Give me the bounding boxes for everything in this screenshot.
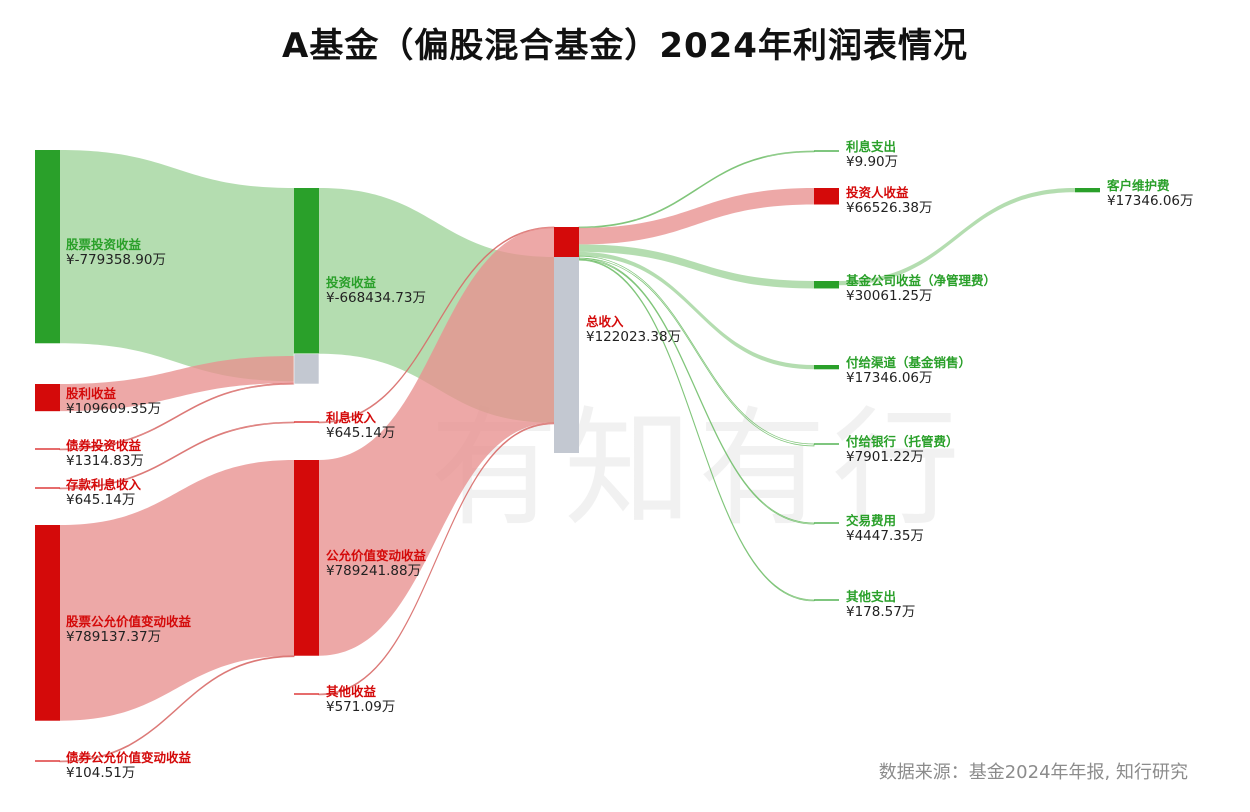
node-label-tzrsy: 投资人收益 bbox=[846, 185, 909, 200]
flow-zsr-to-jyfy bbox=[578, 257, 815, 525]
node-label-qtzc: 其他支出 bbox=[846, 589, 896, 604]
flow-zsr-to-yhfy bbox=[578, 255, 815, 447]
node-label-yhfy: 付给银行（托管费） bbox=[846, 434, 959, 449]
flow-zsr-to-lxzc bbox=[578, 150, 815, 229]
node-value-lxzc: ¥9.90万 bbox=[846, 154, 898, 170]
flow-jjgs-to-khwh bbox=[839, 188, 1075, 286]
node-value-gpt: ¥-779358.90万 bbox=[66, 252, 166, 268]
node-value-tzsy: ¥-668434.73万 bbox=[326, 290, 426, 306]
node-bar-khwh bbox=[1075, 188, 1100, 193]
node-value-jjgs: ¥30061.25万 bbox=[846, 288, 933, 304]
node-label-qtsy: 其他收益 bbox=[326, 684, 377, 699]
node-bar-jyfy bbox=[814, 522, 839, 524]
node-bar-jjgs bbox=[814, 281, 839, 289]
node-bar-yhfy bbox=[814, 443, 839, 445]
node-bar-zsr bbox=[554, 227, 579, 257]
node-label-gyjz: 公允价值变动收益 bbox=[326, 548, 427, 563]
node-bar-zqtz bbox=[35, 448, 60, 450]
node-label-zqgy: 债券公允价值变动收益 bbox=[66, 750, 192, 765]
node-value-gpgy: ¥789137.37万 bbox=[66, 629, 161, 645]
node-value-tzrsy: ¥66526.38万 bbox=[846, 200, 933, 216]
node-bar-gyjz bbox=[294, 460, 319, 656]
source-note: 数据来源：基金2024年年报, 知行研究 bbox=[878, 762, 1188, 783]
links-layer bbox=[59, 150, 1075, 763]
node-value-yhfy: ¥7901.22万 bbox=[846, 449, 924, 465]
node-bar-qtsy bbox=[294, 693, 319, 695]
node-label-jjgs: 基金公司收益（净管理费） bbox=[845, 273, 996, 288]
flow-gpgy-to-gyjz bbox=[60, 460, 294, 721]
node-value-zqgy: ¥104.51万 bbox=[66, 765, 135, 781]
node-label-ckll: 存款利息收入 bbox=[65, 477, 142, 492]
node-bar-ckll bbox=[35, 487, 60, 489]
node-value-jyfy: ¥4447.35万 bbox=[846, 528, 924, 544]
node-label-zsr: 总收入 bbox=[586, 314, 624, 329]
node-value-ckll: ¥645.14万 bbox=[66, 492, 135, 508]
flow-gpt-to-tzsy bbox=[60, 150, 294, 382]
node-value-qtzc: ¥178.57万 bbox=[846, 604, 915, 620]
node-bar-tzsy bbox=[294, 188, 319, 354]
nodes-layer bbox=[35, 150, 1100, 762]
node-bar-lxsr bbox=[294, 421, 319, 423]
flow-zsr-to-qtzc bbox=[578, 258, 815, 602]
node-label-jyfy: 交易费用 bbox=[846, 513, 896, 528]
node-label-gl: 股利收益 bbox=[66, 386, 117, 401]
node-bar-zqgy bbox=[35, 760, 60, 762]
node-bar-gl bbox=[35, 384, 60, 412]
node-label-lxsr: 利息收入 bbox=[326, 410, 377, 425]
flow-gl-to-tzsy bbox=[60, 356, 294, 412]
node-label-gpt: 股票投资收益 bbox=[66, 237, 142, 252]
flow-gyjz-to-zsr bbox=[319, 227, 554, 656]
node-label-gpgy: 股票公允价值变动收益 bbox=[66, 614, 192, 629]
node-bar-qdfy bbox=[814, 365, 839, 370]
node-label-qdfy: 付给渠道（基金销售） bbox=[846, 355, 971, 370]
node-bar-tzrsy bbox=[814, 188, 839, 205]
node-value-zsr: ¥122023.38万 bbox=[586, 329, 681, 345]
node-value-qtsy: ¥571.09万 bbox=[326, 699, 395, 715]
flow-zsr-to-tzrsy bbox=[579, 188, 814, 245]
node-value-gyjz: ¥789241.88万 bbox=[326, 563, 421, 579]
node-label-zqtz: 债券投资收益 bbox=[66, 438, 142, 453]
node-bar-tzsy-offset bbox=[293, 353, 320, 385]
node-value-lxsr: ¥645.14万 bbox=[326, 425, 395, 441]
node-value-zqtz: ¥1314.83万 bbox=[66, 453, 144, 469]
node-label-tzsy: 投资收益 bbox=[326, 275, 377, 290]
node-label-lxzc: 利息支出 bbox=[846, 139, 896, 154]
node-bar-gpt bbox=[35, 150, 60, 344]
node-bar-gpgy bbox=[35, 525, 60, 721]
node-value-khwh: ¥17346.06万 bbox=[1107, 193, 1194, 209]
node-bar-zsr-offset bbox=[554, 257, 579, 453]
flow-zsr-to-qdfy bbox=[579, 251, 814, 370]
node-bar-qtzc bbox=[814, 599, 839, 601]
node-bar-lxzc bbox=[814, 150, 839, 152]
flow-ckll-to-lxsr bbox=[59, 421, 295, 490]
chart-title: A基金（偏股混合基金）2024年利润表情况 bbox=[282, 26, 968, 66]
node-value-gl: ¥109609.35万 bbox=[66, 401, 161, 417]
node-label-khwh: 客户维护费 bbox=[1106, 178, 1170, 193]
node-value-qdfy: ¥17346.06万 bbox=[846, 370, 933, 386]
flow-zqgy-to-gyjz bbox=[59, 655, 295, 763]
labels-layer: 股票投资收益¥-779358.90万股利收益¥109609.35万债券投资收益¥… bbox=[65, 139, 1194, 781]
flow-zsr-to-jjgs bbox=[579, 244, 814, 289]
